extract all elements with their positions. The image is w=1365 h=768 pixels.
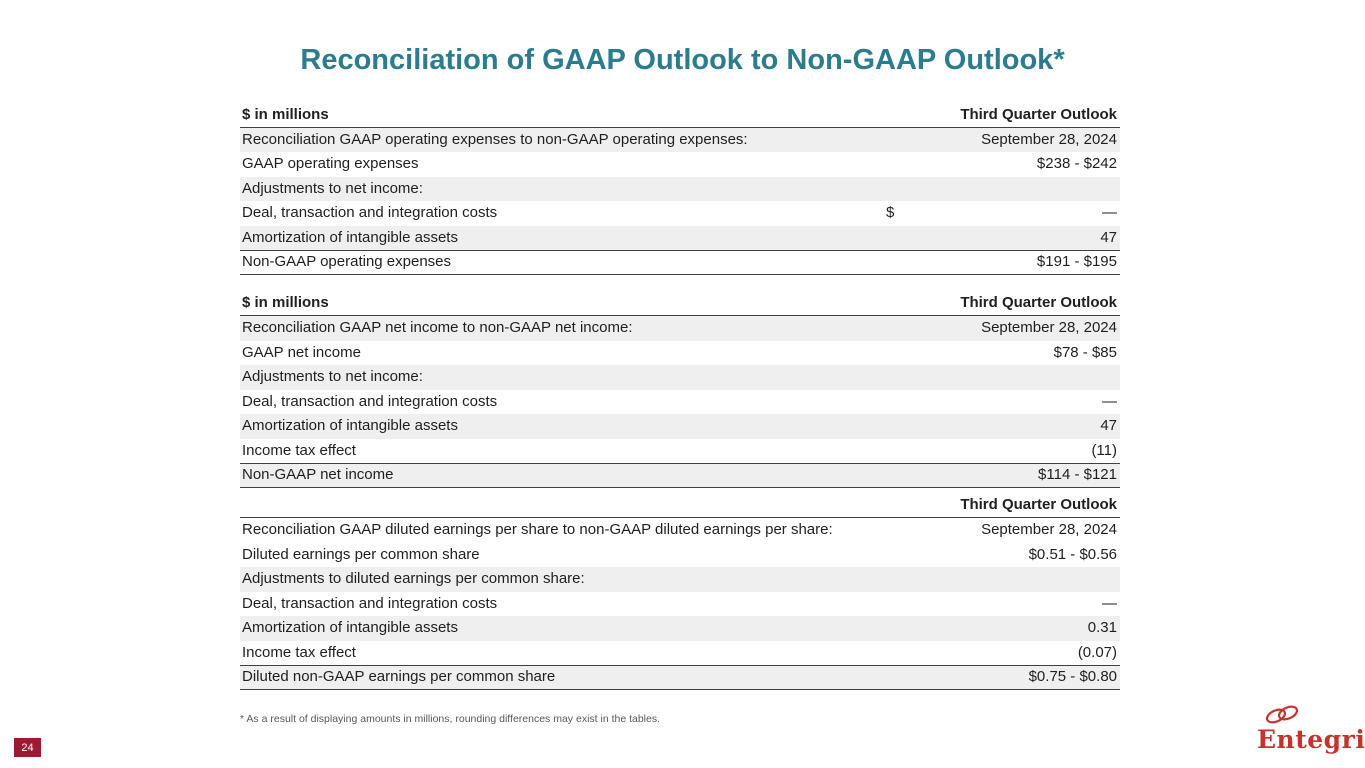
row-value: $78 - $85 bbox=[1053, 343, 1117, 361]
row-label: Amortization of intangible assets bbox=[242, 417, 458, 434]
table-row: Deal, transaction and integration costs — bbox=[240, 592, 1120, 617]
tables-container: $ in millions Third Quarter Outlook Reconc… bbox=[240, 103, 1120, 690]
page-number: 24 bbox=[21, 741, 34, 754]
row-label: Reconciliation GAAP diluted earnings per… bbox=[242, 521, 833, 538]
financial-table: $ in millions Third Quarter Outlook Reconc… bbox=[240, 292, 1120, 488]
page-title: Reconciliation of GAAP Outlook to Non-GA… bbox=[300, 44, 1065, 76]
row-value-cell: — bbox=[880, 390, 1120, 415]
entegris-logo: Entegris bbox=[1257, 705, 1365, 754]
row-label: Amortization of intangible assets bbox=[242, 228, 458, 246]
row-value: (0.07) bbox=[1077, 643, 1117, 661]
table-header-row: Third Quarter Outlook bbox=[240, 494, 1120, 518]
row-label: Amortization of intangible assets bbox=[242, 619, 458, 636]
table-row: Reconciliation GAAP operating expenses t… bbox=[240, 127, 1120, 153]
table-header-right: Third Quarter Outlook bbox=[960, 105, 1117, 123]
row-value: September 28, 2024 bbox=[981, 319, 1117, 336]
table-row: GAAP operating expenses $238 - $242 bbox=[240, 152, 1120, 177]
row-label: Adjustments to net income: bbox=[242, 368, 423, 385]
row-value: $0.51 - $0.56 bbox=[1028, 545, 1117, 563]
table-row: Non-GAAP net income $114 - $121 bbox=[240, 463, 1120, 488]
table-row: Non-GAAP operating expenses $191 - $195 bbox=[240, 250, 1120, 275]
table-header-left: $ in millions bbox=[242, 105, 329, 123]
row-value-cell: $0.51 - $0.56 bbox=[880, 543, 1120, 568]
table-header-right: Third Quarter Outlook bbox=[960, 294, 1117, 311]
row-value: 47 bbox=[1100, 228, 1117, 246]
table-row: Reconciliation GAAP diluted earnings per… bbox=[240, 518, 1120, 543]
entegris-logo-text: Entegris bbox=[1257, 725, 1365, 754]
row-value-cell: 47 bbox=[880, 226, 1120, 251]
table-row: Reconciliation GAAP net income to non-GA… bbox=[240, 316, 1120, 341]
table-row: Amortization of intangible assets 47 bbox=[240, 225, 1120, 251]
table-row: Deal, transaction and integration costs — bbox=[240, 390, 1120, 415]
row-label: Reconciliation GAAP operating expenses t… bbox=[242, 130, 748, 148]
table-row: Adjustments to net income: bbox=[240, 365, 1120, 390]
row-value-cell: $ — bbox=[880, 201, 1120, 226]
row-label: Deal, transaction and integration costs bbox=[242, 594, 498, 612]
row-value: 0.31 bbox=[1087, 619, 1117, 636]
row-label: Income tax effect bbox=[242, 643, 356, 661]
table-header-right: Third Quarter Outlook bbox=[960, 496, 1117, 513]
table-row: Diluted non-GAAP earnings per common sha… bbox=[240, 665, 1120, 690]
table-row: Income tax effect (11) bbox=[240, 439, 1120, 464]
row-value: September 28, 2024 bbox=[981, 521, 1117, 538]
entegris-loop-icon bbox=[1265, 705, 1299, 724]
row-label: Non-GAAP operating expenses bbox=[242, 253, 452, 270]
financial-table: Third Quarter Outlook Reconciliation GAAP… bbox=[240, 494, 1120, 690]
row-label: Non-GAAP net income bbox=[242, 466, 394, 483]
row-value-cell: 0.31 bbox=[880, 616, 1120, 641]
row-label: Adjustments to diluted earnings per comm… bbox=[242, 570, 585, 587]
table-header-left: $ in millions bbox=[242, 294, 329, 311]
row-value-cell: (11) bbox=[880, 439, 1120, 464]
row-label: Reconciliation GAAP net income to non-GA… bbox=[242, 319, 633, 336]
table-row: Adjustments to net income: bbox=[240, 176, 1120, 201]
row-value: (11) bbox=[1091, 441, 1117, 459]
row-value-cell: $0.75 - $0.80 bbox=[880, 665, 1120, 690]
row-value-cell: $78 - $85 bbox=[880, 341, 1120, 366]
row-value-cell: September 28, 2024 bbox=[880, 128, 1120, 153]
row-value-cell: $238 - $242 bbox=[880, 152, 1120, 177]
row-label: Income tax effect bbox=[242, 441, 356, 459]
row-value: — bbox=[1102, 204, 1117, 221]
currency-prefix: $ bbox=[886, 204, 895, 221]
row-value: $238 - $242 bbox=[1036, 155, 1117, 172]
row-label: Adjustments to net income: bbox=[242, 179, 423, 197]
financial-table: $ in millions Third Quarter Outlook Reconc… bbox=[240, 103, 1120, 275]
row-label: Diluted earnings per common share bbox=[242, 545, 480, 563]
table-row: Diluted earnings per common share $0.51 -… bbox=[240, 543, 1120, 568]
row-value-cell: $191 - $195 bbox=[880, 250, 1120, 275]
row-label: Deal, transaction and integration costs bbox=[242, 392, 498, 410]
row-value: — bbox=[1102, 392, 1117, 410]
table-row: Adjustments to diluted earnings per comm… bbox=[240, 567, 1120, 592]
row-label: Diluted non-GAAP earnings per common sha… bbox=[242, 668, 556, 685]
table-row: Income tax effect (0.07) bbox=[240, 641, 1120, 666]
row-value: September 28, 2024 bbox=[981, 130, 1117, 148]
row-value-cell: — bbox=[880, 592, 1120, 617]
row-label: GAAP operating expenses bbox=[242, 155, 419, 172]
table-header-row: $ in millions Third Quarter Outlook bbox=[240, 292, 1120, 316]
row-value-cell: September 28, 2024 bbox=[880, 316, 1120, 341]
row-value-cell: September 28, 2024 bbox=[880, 518, 1120, 543]
table-row: Amortization of intangible assets 0.31 bbox=[240, 616, 1120, 641]
table-row: Deal, transaction and integration costs $… bbox=[240, 201, 1120, 226]
row-label: GAAP net income bbox=[242, 343, 361, 361]
row-value-cell: 47 bbox=[880, 414, 1120, 439]
table-header-row: $ in millions Third Quarter Outlook bbox=[240, 103, 1120, 128]
row-value-cell: $114 - $121 bbox=[880, 463, 1120, 488]
row-value: — bbox=[1102, 594, 1117, 612]
row-value: $191 - $195 bbox=[1036, 253, 1117, 270]
table-row: GAAP net income $78 - $85 bbox=[240, 341, 1120, 366]
table-row: Amortization of intangible assets 47 bbox=[240, 414, 1120, 439]
row-value: $114 - $121 bbox=[1038, 466, 1117, 483]
row-label: Deal, transaction and integration costs bbox=[242, 204, 498, 221]
footnote: * As a result of displaying amounts in m… bbox=[240, 713, 661, 725]
page-number-badge: 24 bbox=[14, 738, 41, 757]
row-value-cell: (0.07) bbox=[880, 641, 1120, 666]
row-value: 47 bbox=[1100, 417, 1117, 434]
row-value: $0.75 - $0.80 bbox=[1028, 668, 1117, 685]
